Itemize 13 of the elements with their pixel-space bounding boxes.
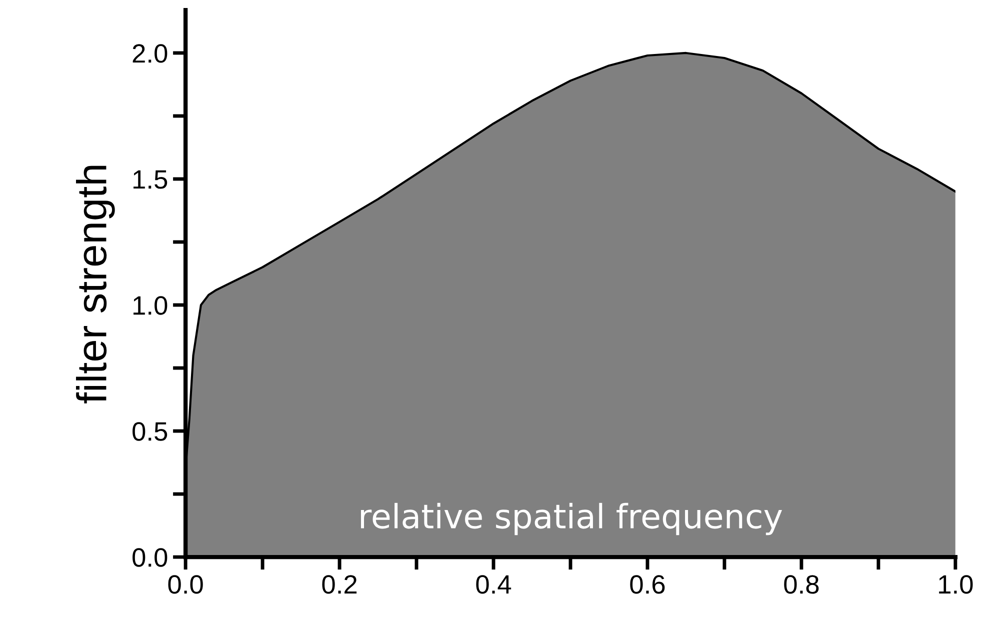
y-tick-label: 1.5 (134, 170, 168, 189)
x-tick-label: 0.2 (322, 575, 357, 594)
y-tick-label: 2.0 (132, 44, 168, 63)
x-tick-label: 0.8 (784, 575, 819, 594)
y-axis-title: filter strength (76, 166, 115, 404)
x-axis-title: relative spatial frequency (360, 502, 782, 536)
y-tick-label: 0.5 (132, 422, 168, 441)
y-tick-label: 0.0 (132, 548, 168, 567)
x-tick-label: 0.6 (630, 575, 665, 594)
x-tick-label: 0.0 (168, 575, 203, 594)
x-tick-label: 1.0 (939, 575, 973, 594)
y-tick-label: 1.0 (134, 296, 168, 315)
x-tick-label: 0.4 (476, 575, 512, 594)
